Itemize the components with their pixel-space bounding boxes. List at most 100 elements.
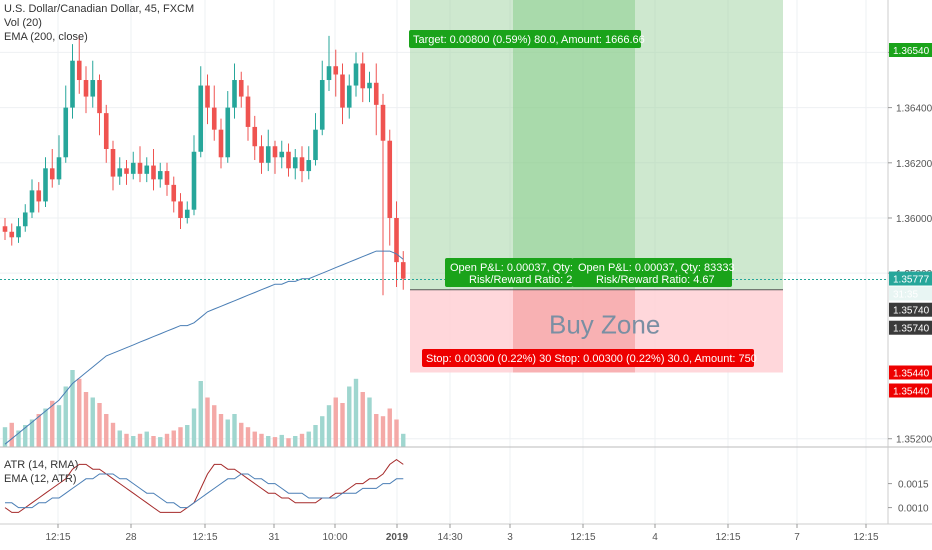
time-tick-label: 12:15 — [570, 532, 595, 543]
target-price-tag-bg — [889, 43, 932, 57]
volume-bar — [401, 433, 406, 447]
candle-body — [16, 226, 21, 238]
price-tick-label: 1.36400 — [896, 104, 932, 115]
volume-bar — [374, 414, 379, 447]
candle-body — [394, 217, 399, 263]
candle-body — [313, 129, 318, 161]
price-tick-label: 1.36000 — [896, 214, 932, 225]
buy-zone-label: Buy Zone — [549, 310, 660, 340]
atr-ema-line — [5, 473, 404, 509]
candle-body — [49, 168, 55, 180]
candle-body — [137, 162, 143, 174]
candle-body — [238, 80, 244, 97]
price-tick-label: 1.35200 — [896, 435, 932, 446]
candle-body — [380, 104, 386, 141]
long-position-tool[interactable]: Buy Zone — [410, 0, 783, 373]
time-tick-label: 10:00 — [322, 532, 347, 543]
volume-bar — [56, 405, 62, 447]
atr-legend: ATR (14, RMA) — [4, 459, 79, 471]
stop-price-tag-a: 1.35440 — [893, 369, 930, 380]
target-price-tag: 1.36540 — [893, 46, 930, 57]
candle-body — [299, 157, 305, 172]
volume-bar — [333, 397, 338, 447]
volume-bar — [117, 430, 122, 447]
volume-bar — [63, 386, 68, 447]
price-tags: 1.36540 1.35777 31:35 1.35740 1.35740 1.35440… — [889, 43, 932, 398]
volume-bar — [151, 436, 156, 447]
atr-axis[interactable]: 0.0015 0.0010 — [888, 480, 929, 515]
candle-body — [265, 146, 271, 163]
volume-bar — [272, 437, 278, 447]
volume-bar — [158, 437, 163, 447]
candle-body — [353, 63, 359, 86]
time-tick-label: 7 — [794, 532, 800, 543]
candle-body — [151, 165, 156, 180]
pnl-left-line2: Risk/Reward Ratio: 2. — [469, 274, 575, 286]
pnl-right-line2: Risk/Reward Ratio: 4.67 — [596, 274, 715, 286]
atr-tick-label: 0.0010 — [898, 504, 929, 515]
pnl-right-line1: Open P&L: 0.00037, Qty: 83333 — [578, 262, 735, 274]
candle-body — [218, 129, 224, 158]
volume-bar — [36, 414, 41, 447]
candle-body — [292, 157, 298, 169]
candle-body — [306, 160, 312, 172]
volume-bar — [171, 430, 176, 447]
candle-body — [340, 74, 345, 108]
volume-bar — [124, 433, 129, 447]
volume-bar — [185, 425, 190, 447]
volume-bar — [239, 422, 244, 447]
volume-bar — [306, 431, 311, 447]
candle-body — [90, 80, 96, 97]
volume-bar — [387, 408, 392, 447]
time-tick-label: 12:15 — [45, 532, 70, 543]
volume-bar — [279, 434, 284, 447]
volume-bar — [347, 386, 352, 447]
stop-price-tag-b: 1.35440 — [893, 387, 930, 398]
candle-body — [178, 201, 183, 218]
target-zone[interactable] — [410, 0, 783, 290]
entry-price-tag-a-bg — [889, 302, 932, 317]
candle-body — [2, 226, 8, 232]
volume-bar — [266, 436, 271, 447]
volume-bar — [16, 430, 21, 447]
atr-ema-legend: EMA (12, ATR) — [4, 473, 77, 485]
target-zone-overlap — [513, 0, 635, 290]
candle-body — [63, 107, 69, 158]
candle-body — [252, 126, 258, 147]
candle-body — [171, 184, 177, 202]
volume-bar — [367, 397, 372, 447]
candle-body — [225, 107, 231, 158]
time-tick-label: 3 — [507, 532, 513, 543]
volume-bar — [137, 433, 143, 447]
volume-bar — [178, 427, 183, 447]
time-tick-label: 31 — [268, 532, 280, 543]
ema-200-line — [4, 250, 404, 445]
stop-price-tag-a-bg — [889, 365, 932, 380]
candle-body — [70, 60, 75, 108]
candle-body — [36, 190, 42, 202]
time-tick-label: 12:15 — [715, 532, 740, 543]
candle-body — [360, 63, 366, 89]
candle-body — [198, 85, 204, 152]
candle-body — [76, 60, 82, 81]
volume-bar — [83, 392, 89, 447]
candle-body — [157, 171, 163, 180]
volume-bar — [380, 416, 386, 447]
time-tick-label: 14:30 — [437, 532, 462, 543]
volume-bar — [225, 419, 230, 447]
candle-body — [164, 171, 170, 185]
price-tick-label: 1.36200 — [896, 159, 932, 170]
volume-bar — [23, 425, 28, 447]
candle-body — [279, 151, 285, 158]
volume-bar — [252, 431, 257, 447]
volume-bar — [245, 427, 251, 447]
volume-bar — [9, 422, 14, 447]
symbol-title: U.S. Dollar/Canadian Dollar, 45, FXCM — [4, 3, 195, 15]
candle-body — [117, 168, 123, 177]
volume-bar — [360, 392, 365, 447]
time-axis[interactable]: 12:15 28 12:15 31 10:00 2019 14:30 3 12:15 4 12:15… — [45, 524, 879, 543]
current-price-tag-bg — [889, 271, 932, 286]
candle-body — [184, 209, 190, 218]
time-tick-label: 2019 — [386, 532, 409, 543]
